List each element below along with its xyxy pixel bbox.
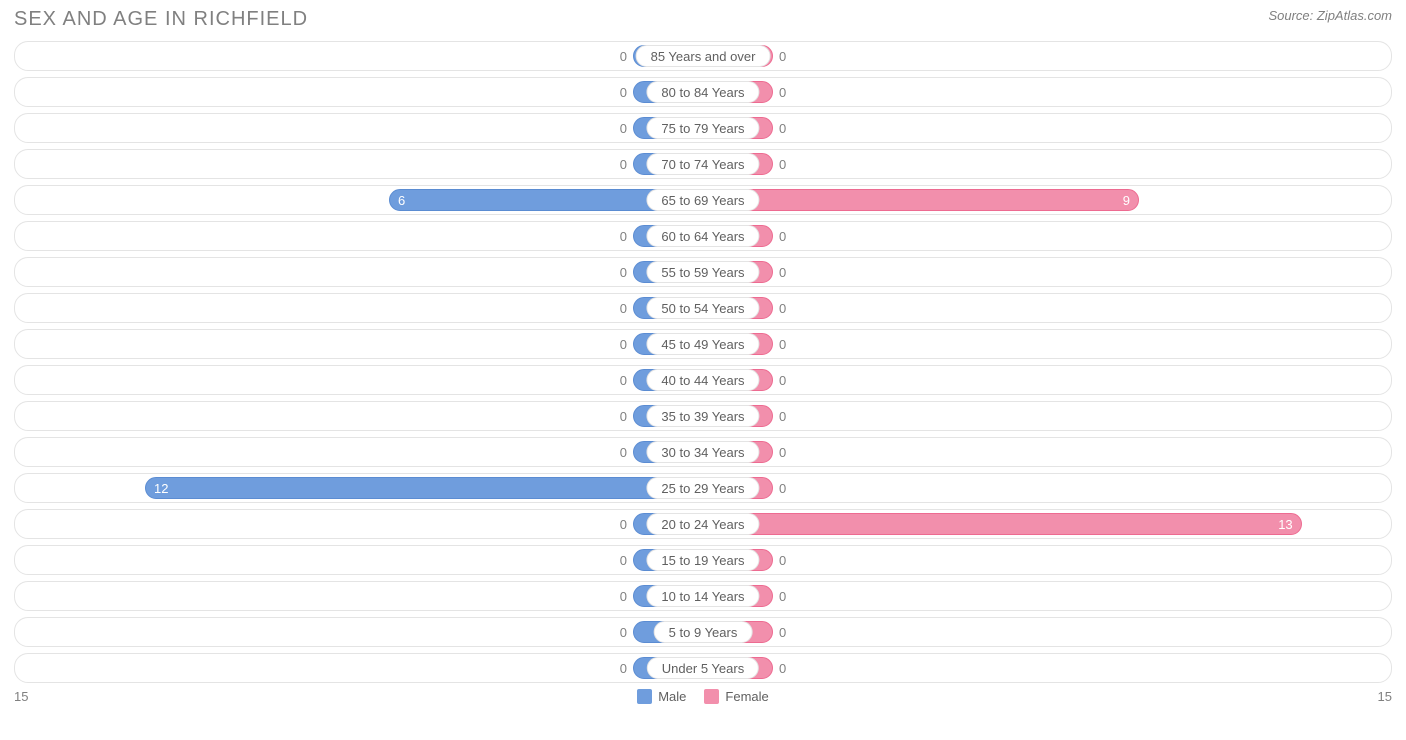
pyramid-row: 0 0 55 to 59 Years [14,257,1392,287]
pyramid-row: 0 0 30 to 34 Years [14,437,1392,467]
female-value: 0 [773,225,786,247]
female-value: 0 [773,585,786,607]
pyramid-row: 0 0 10 to 14 Years [14,581,1392,611]
age-category-label: 5 to 9 Years [654,621,753,643]
male-value: 0 [620,297,633,319]
male-value: 6 [398,193,405,208]
legend-item-male: Male [637,689,686,704]
female-value: 0 [773,621,786,643]
pyramid-row: 0 085 Years and over [14,41,1392,71]
pyramid-row: 0 0 60 to 64 Years [14,221,1392,251]
legend-label-female: Female [725,689,768,704]
pyramid-row: 0 0 40 to 44 Years [14,365,1392,395]
age-category-label: 40 to 44 Years [646,369,759,391]
age-category-label: 60 to 64 Years [646,225,759,247]
female-value: 0 [773,261,786,283]
age-category-label: 10 to 14 Years [646,585,759,607]
male-value: 0 [620,549,633,571]
pyramid-row: 0 13 20 to 24 Years [14,509,1392,539]
legend-swatch-male [637,689,652,704]
age-category-label: 50 to 54 Years [646,297,759,319]
female-bar: 9 [703,189,1139,211]
female-value: 0 [773,153,786,175]
female-value: 0 [773,333,786,355]
age-category-label: 15 to 19 Years [646,549,759,571]
male-value: 0 [620,117,633,139]
male-value: 0 [620,621,633,643]
female-value: 9 [1123,193,1130,208]
male-value: 0 [620,513,633,535]
male-value: 0 [620,81,633,103]
age-category-label: 30 to 34 Years [646,441,759,463]
pyramid-row: 0 0 Under 5 Years [14,653,1392,683]
male-value: 0 [620,369,633,391]
male-value: 0 [620,405,633,427]
female-value: 0 [773,657,786,679]
population-pyramid: 0085 Years and over0080 to 84 Years0075 … [14,41,1392,683]
female-value: 13 [1278,517,1292,532]
male-value: 0 [620,657,633,679]
male-value: 0 [620,333,633,355]
pyramid-row: 12 0 25 to 29 Years [14,473,1392,503]
legend: Male Female [637,689,769,704]
legend-swatch-female [704,689,719,704]
chart-title: SEX AND AGE IN RICHFIELD [14,8,308,31]
female-bar: 13 [703,513,1302,535]
age-category-label: 80 to 84 Years [646,81,759,103]
chart-footer: 15 Male Female 15 [14,689,1392,704]
chart-header: SEX AND AGE IN RICHFIELD Source: ZipAtla… [14,8,1392,31]
female-value: 0 [773,441,786,463]
pyramid-row: 6 9 65 to 69 Years [14,185,1392,215]
age-category-label: 20 to 24 Years [646,513,759,535]
female-value: 0 [773,369,786,391]
female-value: 0 [773,117,786,139]
pyramid-row: 0 0 70 to 74 Years [14,149,1392,179]
age-category-label: 85 Years and over [636,45,771,67]
legend-item-female: Female [704,689,768,704]
pyramid-row: 0 0 15 to 19 Years [14,545,1392,575]
female-value: 0 [773,297,786,319]
chart-source: Source: ZipAtlas.com [1268,8,1392,23]
axis-right-max: 15 [1378,689,1392,704]
pyramid-row: 0 0 45 to 49 Years [14,329,1392,359]
male-value: 0 [620,441,633,463]
male-value: 0 [620,261,633,283]
male-bar: 12 [145,477,703,499]
age-category-label: 55 to 59 Years [646,261,759,283]
male-value: 0 [620,225,633,247]
male-value: 12 [154,481,168,496]
age-category-label: Under 5 Years [647,657,759,679]
age-category-label: 35 to 39 Years [646,405,759,427]
female-value: 0 [773,405,786,427]
age-category-label: 70 to 74 Years [646,153,759,175]
female-value: 0 [773,549,786,571]
female-value: 0 [773,45,786,67]
pyramid-row: 0 0 75 to 79 Years [14,113,1392,143]
male-value: 0 [620,585,633,607]
age-category-label: 45 to 49 Years [646,333,759,355]
male-value: 0 [620,45,633,67]
age-category-label: 25 to 29 Years [646,477,759,499]
female-value: 0 [773,81,786,103]
pyramid-row: 0 0 50 to 54 Years [14,293,1392,323]
pyramid-row: 0 0 5 to 9 Years [14,617,1392,647]
pyramid-row: 0 0 80 to 84 Years [14,77,1392,107]
age-category-label: 75 to 79 Years [646,117,759,139]
age-category-label: 65 to 69 Years [646,189,759,211]
male-value: 0 [620,153,633,175]
female-value: 0 [773,477,786,499]
legend-label-male: Male [658,689,686,704]
axis-left-max: 15 [14,689,28,704]
pyramid-row: 0 0 35 to 39 Years [14,401,1392,431]
